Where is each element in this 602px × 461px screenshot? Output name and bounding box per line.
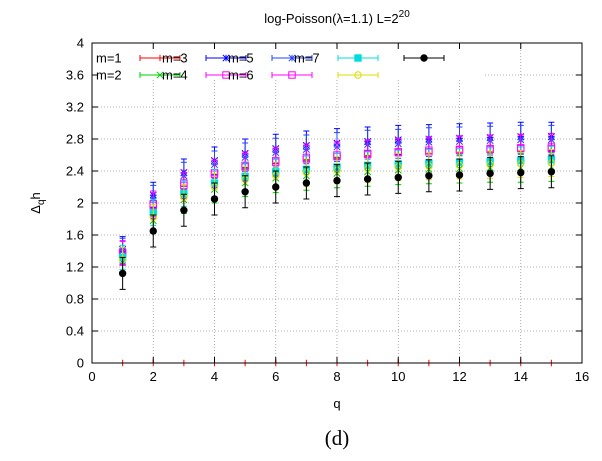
point-s9-10	[394, 173, 402, 182]
point-s9-1	[118, 269, 127, 278]
legend-marker-7	[354, 54, 362, 62]
x-tick-label-2: 4	[211, 369, 218, 384]
legend-caps-2	[139, 72, 181, 78]
point-s9-11	[425, 172, 433, 180]
legend-label-5: m=5	[228, 51, 254, 66]
legend-entry-2: m=2	[96, 68, 181, 83]
point-s9-6	[272, 183, 280, 191]
legend-entry-4: m=4	[162, 68, 247, 83]
legend-entry-3: m=3	[162, 51, 247, 66]
legend-caps-1	[139, 55, 181, 61]
x-tick-label-1: 2	[150, 369, 157, 384]
legend-caps-4	[205, 72, 247, 78]
point-s9-12	[455, 171, 464, 179]
series-9	[118, 155, 556, 290]
y-axis-ticks: 0 0.4 0.8 1.2 1.6 2 2.4 2.8 3.2 3.6 4	[66, 36, 582, 371]
legend-marker-2	[156, 71, 164, 79]
x-tick-label-0: 0	[88, 369, 95, 384]
legend-caps-6	[271, 72, 313, 78]
legend-entry-9	[403, 54, 445, 62]
y-axis-label: Δqh	[28, 192, 47, 213]
legend-label-4: m=4	[162, 68, 188, 83]
legend-marker-5	[288, 54, 296, 62]
y-tick-label-3: 1.2	[66, 260, 84, 275]
data-marks	[118, 121, 556, 367]
y-tick-label-8: 3.2	[66, 100, 84, 115]
y-axis-label-main: Δ	[28, 205, 43, 214]
x-tick-label-7: 14	[514, 369, 528, 384]
legend-label-2: m=2	[96, 68, 122, 83]
point-s9-9	[363, 175, 372, 183]
point-s9-4	[210, 195, 219, 203]
y-tick-label-6: 2.4	[66, 164, 84, 179]
y-tick-label-10: 4	[77, 36, 84, 51]
y-tick-label-4: 1.6	[66, 228, 84, 243]
point-s9-15	[547, 168, 556, 176]
x-tick-label-3: 6	[272, 369, 279, 384]
legend-background	[93, 44, 481, 79]
legend-caps-8	[337, 72, 379, 78]
chart-title-superscript: 20	[399, 9, 411, 20]
point-s9-7	[302, 179, 311, 187]
legend-marker-3	[222, 54, 230, 62]
legend-caps-7	[337, 55, 379, 61]
y-tick-label-9: 3.6	[66, 68, 84, 83]
legend-label-6: m=6	[228, 68, 254, 83]
x-tick-label-8: 16	[575, 369, 589, 384]
legend-label-1: m=1	[96, 51, 122, 66]
y-axis-label-tail: h	[28, 192, 43, 199]
legend-caps-9	[403, 55, 445, 61]
point-s9-3	[180, 206, 188, 214]
x-axis-label: q	[333, 396, 340, 411]
legend-marker-1	[156, 54, 164, 62]
legend-label-7: m=7	[294, 51, 320, 66]
legend-entry-7: m=7	[294, 51, 379, 66]
y-tick-label-0: 0	[77, 356, 84, 371]
y-axis-label-subscript: q	[36, 199, 47, 205]
x-tick-label-6: 12	[452, 369, 466, 384]
point-s9-8	[333, 176, 341, 185]
legend-label-3: m=3	[162, 51, 188, 66]
legend-marker-8	[354, 71, 362, 79]
legend-entry-8	[337, 71, 379, 79]
legend: m=1 m=2 m=3 m=4 m=5 m=6 m=7	[93, 44, 481, 83]
figure-caption: (d)	[325, 426, 350, 450]
grid	[92, 43, 582, 363]
y-tick-label-7: 2.8	[66, 132, 84, 147]
legend-entry-1: m=1	[96, 51, 181, 66]
legend-marker-4	[222, 71, 230, 79]
point-s9-13	[486, 169, 494, 178]
legend-caps-3	[205, 55, 247, 61]
point-s9-5	[241, 188, 249, 196]
legend-entry-6: m=6	[228, 68, 313, 83]
legend-marker-6	[288, 71, 296, 79]
point-s9-14	[517, 168, 525, 177]
x-tick-label-5: 10	[391, 369, 405, 384]
legend-entry-5: m=5	[228, 51, 313, 66]
x-axis-ticks: 0 2 4 6 8 10 12 14 16	[88, 43, 589, 384]
legend-caps-5	[271, 55, 313, 61]
chart-title: log-Poisson(λ=1.1) L=220	[264, 9, 410, 26]
point-s9-2	[149, 227, 157, 235]
x-tick-label-4: 8	[333, 369, 340, 384]
legend-marker-9	[420, 54, 428, 62]
y-tick-label-2: 0.8	[66, 292, 84, 307]
y-tick-label-1: 0.4	[66, 324, 84, 339]
y-tick-label-5: 2	[77, 196, 84, 211]
